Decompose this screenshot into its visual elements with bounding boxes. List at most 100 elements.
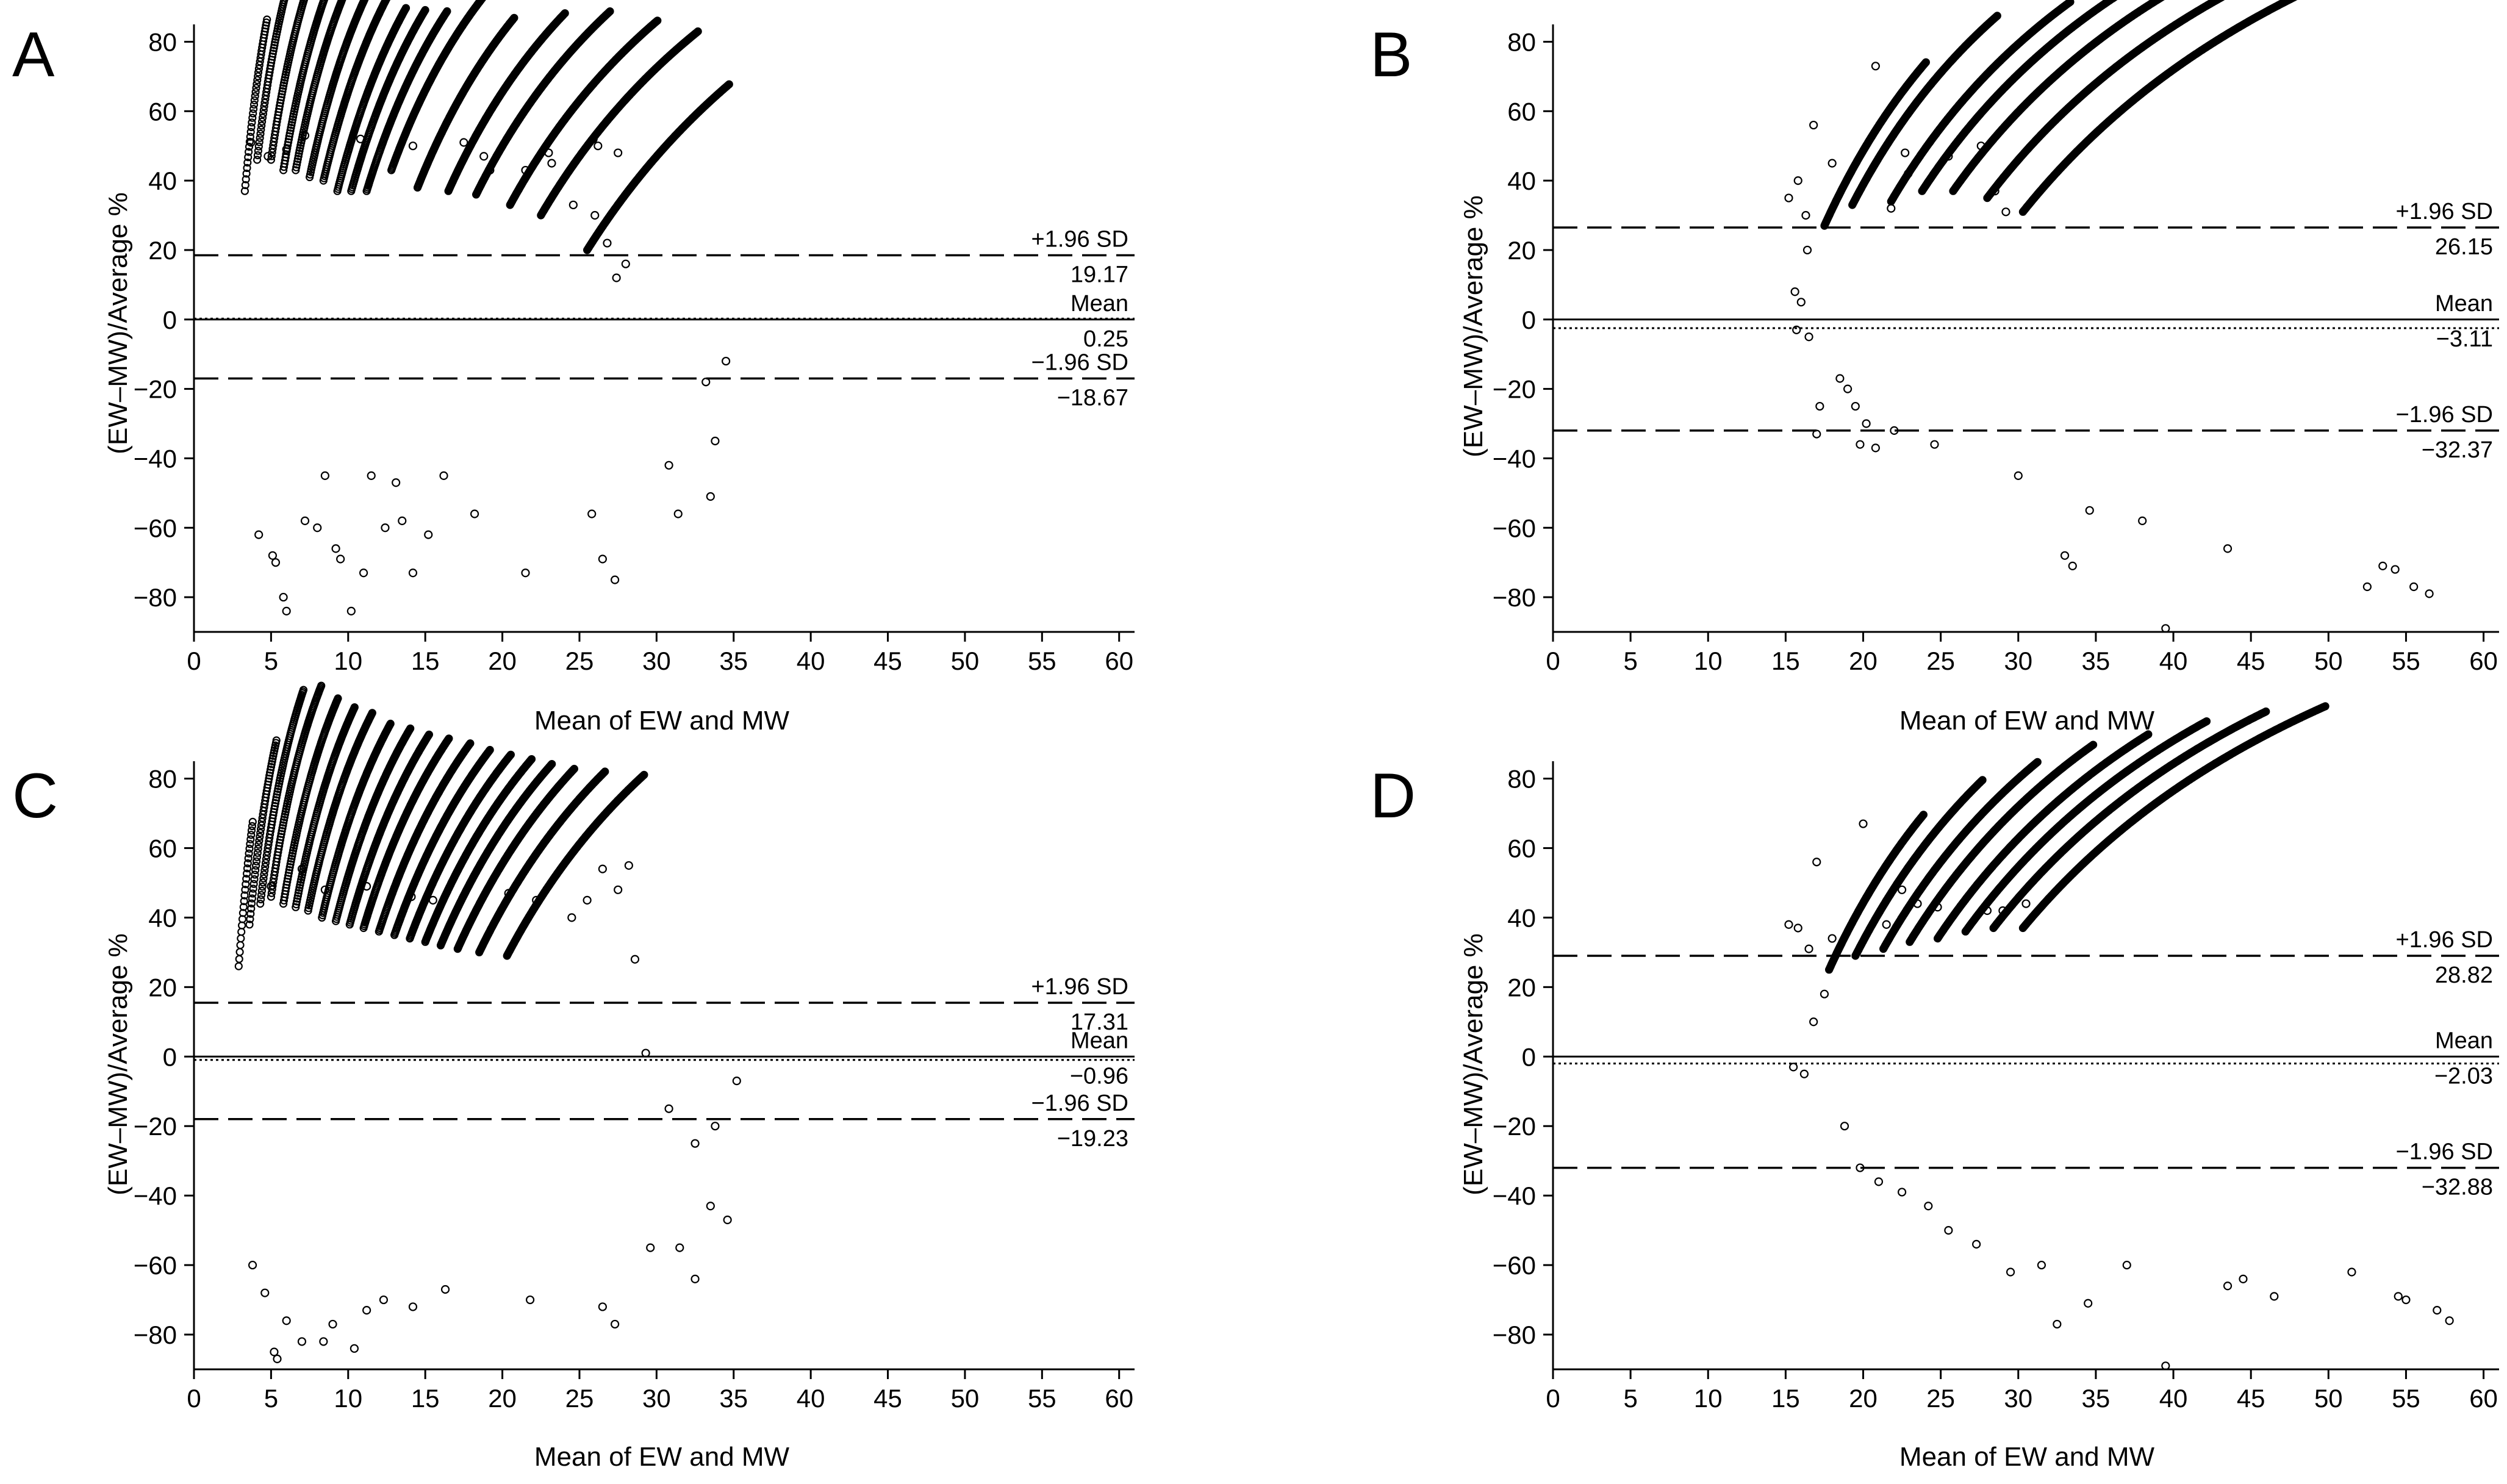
panel-a-x-tick-label: 55 — [1028, 647, 1056, 675]
panel-c-x-tick-label: 50 — [951, 1384, 980, 1413]
panel-a-outlier-point — [359, 568, 368, 578]
panel-b-outlier-point — [1801, 210, 1810, 220]
panel-a-outlier-point — [459, 138, 468, 147]
panel-c-outlier-point — [732, 1077, 741, 1086]
panel-c-data-curve-16 — [436, 760, 556, 950]
panel-b-outlier-point — [1862, 419, 1871, 428]
panel-a-outlier-point — [547, 159, 556, 168]
panel-b-y-tick-label: 20 — [1507, 236, 1536, 265]
panel-d-outlier-point — [1944, 1226, 1953, 1235]
panel-c-x-tick-label: 10 — [334, 1384, 362, 1413]
panel-b-y-tick-label: −40 — [1493, 444, 1536, 473]
panel-a-data-curve-11 — [387, 0, 486, 174]
panel-d-outlier-point — [1998, 906, 2007, 916]
panel-c-data-curve-6 — [292, 703, 359, 911]
panel-a-outlier-point — [470, 509, 479, 518]
panel-b-outlier-point — [1835, 374, 1845, 383]
panel-c-outlier-point — [532, 895, 541, 905]
panel-d-y-tick-label: 60 — [1507, 834, 1536, 862]
panel-c-outlier-point — [350, 1344, 359, 1353]
panel-b-data-curve-7 — [2018, 0, 2298, 216]
panel-d-outlier-point — [2433, 1306, 2442, 1315]
panel-b-plot: 0 5 10 15 20 25 30 35 40 45 50 55 60 80 60 40 20 0 −20 −40 −… — [1493, 0, 2499, 675]
panel-d-letter: D — [1370, 761, 1416, 831]
panel-d-outlier-point — [1972, 1239, 1981, 1249]
panel-a-data-curve-2 — [253, 0, 289, 164]
panel-b-x-tick-label: 45 — [2237, 647, 2265, 675]
panel-d-y-tick-label: −60 — [1493, 1251, 1536, 1280]
panel-d-outlier-point — [2239, 1274, 2248, 1283]
panel-d-lower-label: −1.96 SD — [2396, 1139, 2494, 1165]
panel-b-x-tick-label: 55 — [2392, 647, 2420, 675]
panel-b-data-curve-6 — [1983, 0, 2225, 203]
panel-d-y-tick-label: −80 — [1493, 1321, 1536, 1349]
panel-a-y-tick-label: −40 — [134, 444, 177, 473]
panel-d-outlier-point — [1812, 858, 1821, 867]
panel-d-x-tick-label: 60 — [2469, 1384, 2498, 1413]
panel-c-x-tick-label: 30 — [642, 1384, 671, 1413]
panel-c-outlier-point — [614, 885, 623, 894]
panel-a-y-axis-title: (EW–MW)/Average % — [103, 192, 133, 454]
panel-a-y-tick-label: 40 — [148, 167, 177, 195]
panel-c-outlier-point — [504, 889, 513, 898]
panel-d-upper-value: 28.82 — [2435, 962, 2493, 988]
panel-a-data-curve-7 — [319, 0, 391, 185]
panel-a-x-tick-label: 50 — [951, 647, 980, 675]
panel-d-outlier-point — [2223, 1281, 2233, 1291]
panel-c-y-axis-title: (EW–MW)/Average % — [103, 933, 133, 1195]
panel-a-y-tick-label: −20 — [134, 375, 177, 404]
panel-d-outlier-point — [2037, 1260, 2046, 1270]
panel-d-x-tick-label: 15 — [1771, 1384, 1800, 1413]
panel-a-x-tick-label: 35 — [719, 647, 748, 675]
panel-b-outlier-point — [2001, 207, 2010, 217]
panel-c-y-tick-label: −40 — [134, 1181, 177, 1210]
panel-d-y-tick-label: −40 — [1493, 1181, 1536, 1210]
panel-d-data-curve-1 — [1824, 811, 1928, 974]
panel-b-upper-label: +1.96 SD — [2396, 199, 2494, 224]
panel-a-outlier-point — [479, 152, 489, 161]
panel-a-outlier-point — [711, 436, 720, 446]
panel-d-outlier-point — [1799, 1069, 1809, 1078]
panel-c-x-tick-label: 20 — [488, 1384, 517, 1413]
panel-b-data-curve-4 — [1918, 0, 2118, 195]
panel-d-outlier-point — [2445, 1316, 2454, 1325]
panel-a-outlier-point — [594, 142, 603, 151]
panel-d-x-tick-label: 0 — [1546, 1384, 1560, 1413]
panel-a-y-tick-label: −80 — [134, 583, 177, 612]
panel-d-x-axis-title: Mean of EW and MW — [1899, 1442, 2155, 1472]
panel-c-mean-value: −0.96 — [1070, 1063, 1128, 1089]
panel-a-y-tick-label: 20 — [148, 236, 177, 265]
panel-c-data-curve-13 — [390, 745, 494, 939]
panel-d-x-tick-label: 30 — [2004, 1384, 2032, 1413]
panel-a-outlier-point — [336, 554, 345, 564]
panel-a-lower-value: −18.67 — [1057, 385, 1128, 411]
panel-b-outlier-point — [2138, 516, 2147, 525]
panel-a-outlier-point — [246, 138, 256, 147]
panel-b-x-tick-label: 10 — [1694, 647, 1723, 675]
panel-b-outlier-point — [2060, 551, 2070, 560]
panel-b-x-tick-label: 5 — [1623, 647, 1637, 675]
panel-c-outlier-point — [267, 881, 276, 891]
panel-b-y-tick-label: 80 — [1507, 27, 1536, 56]
panel-b-y-axis-title: (EW–MW)/Average % — [1458, 195, 1488, 457]
panel-b-data-curve-5 — [1949, 0, 2165, 195]
panel-d-data-curve-8 — [2018, 702, 2329, 933]
panel-b-lower-label: −1.96 SD — [2396, 402, 2494, 428]
panel-b-y-tick-label: 0 — [1522, 306, 1536, 334]
panel-c-y-tick-label: 20 — [148, 973, 177, 1002]
panel-d-y-tick-label: 80 — [1507, 764, 1536, 793]
panel-a-outlier-point — [320, 471, 329, 480]
panel-c-x-tick-label: 40 — [797, 1384, 825, 1413]
panel-a-outlier-point — [521, 165, 530, 175]
panel-b-outlier-point — [1930, 440, 1939, 449]
panel-b-outlier-point — [1809, 120, 1818, 130]
panel-d-outlier-point — [2122, 1260, 2131, 1270]
panel-c-outlier-point — [260, 1288, 270, 1297]
panel-c-upper-label: +1.96 SD — [1031, 974, 1129, 1000]
panel-b-outlier-point — [1990, 187, 2000, 196]
panel-a-y-tick-label: −60 — [134, 514, 177, 542]
panel-a-outlier-point — [408, 568, 418, 578]
panel-b-outlier-point — [1843, 384, 1852, 393]
panel-b-x-tick-label: 20 — [1849, 647, 1878, 675]
